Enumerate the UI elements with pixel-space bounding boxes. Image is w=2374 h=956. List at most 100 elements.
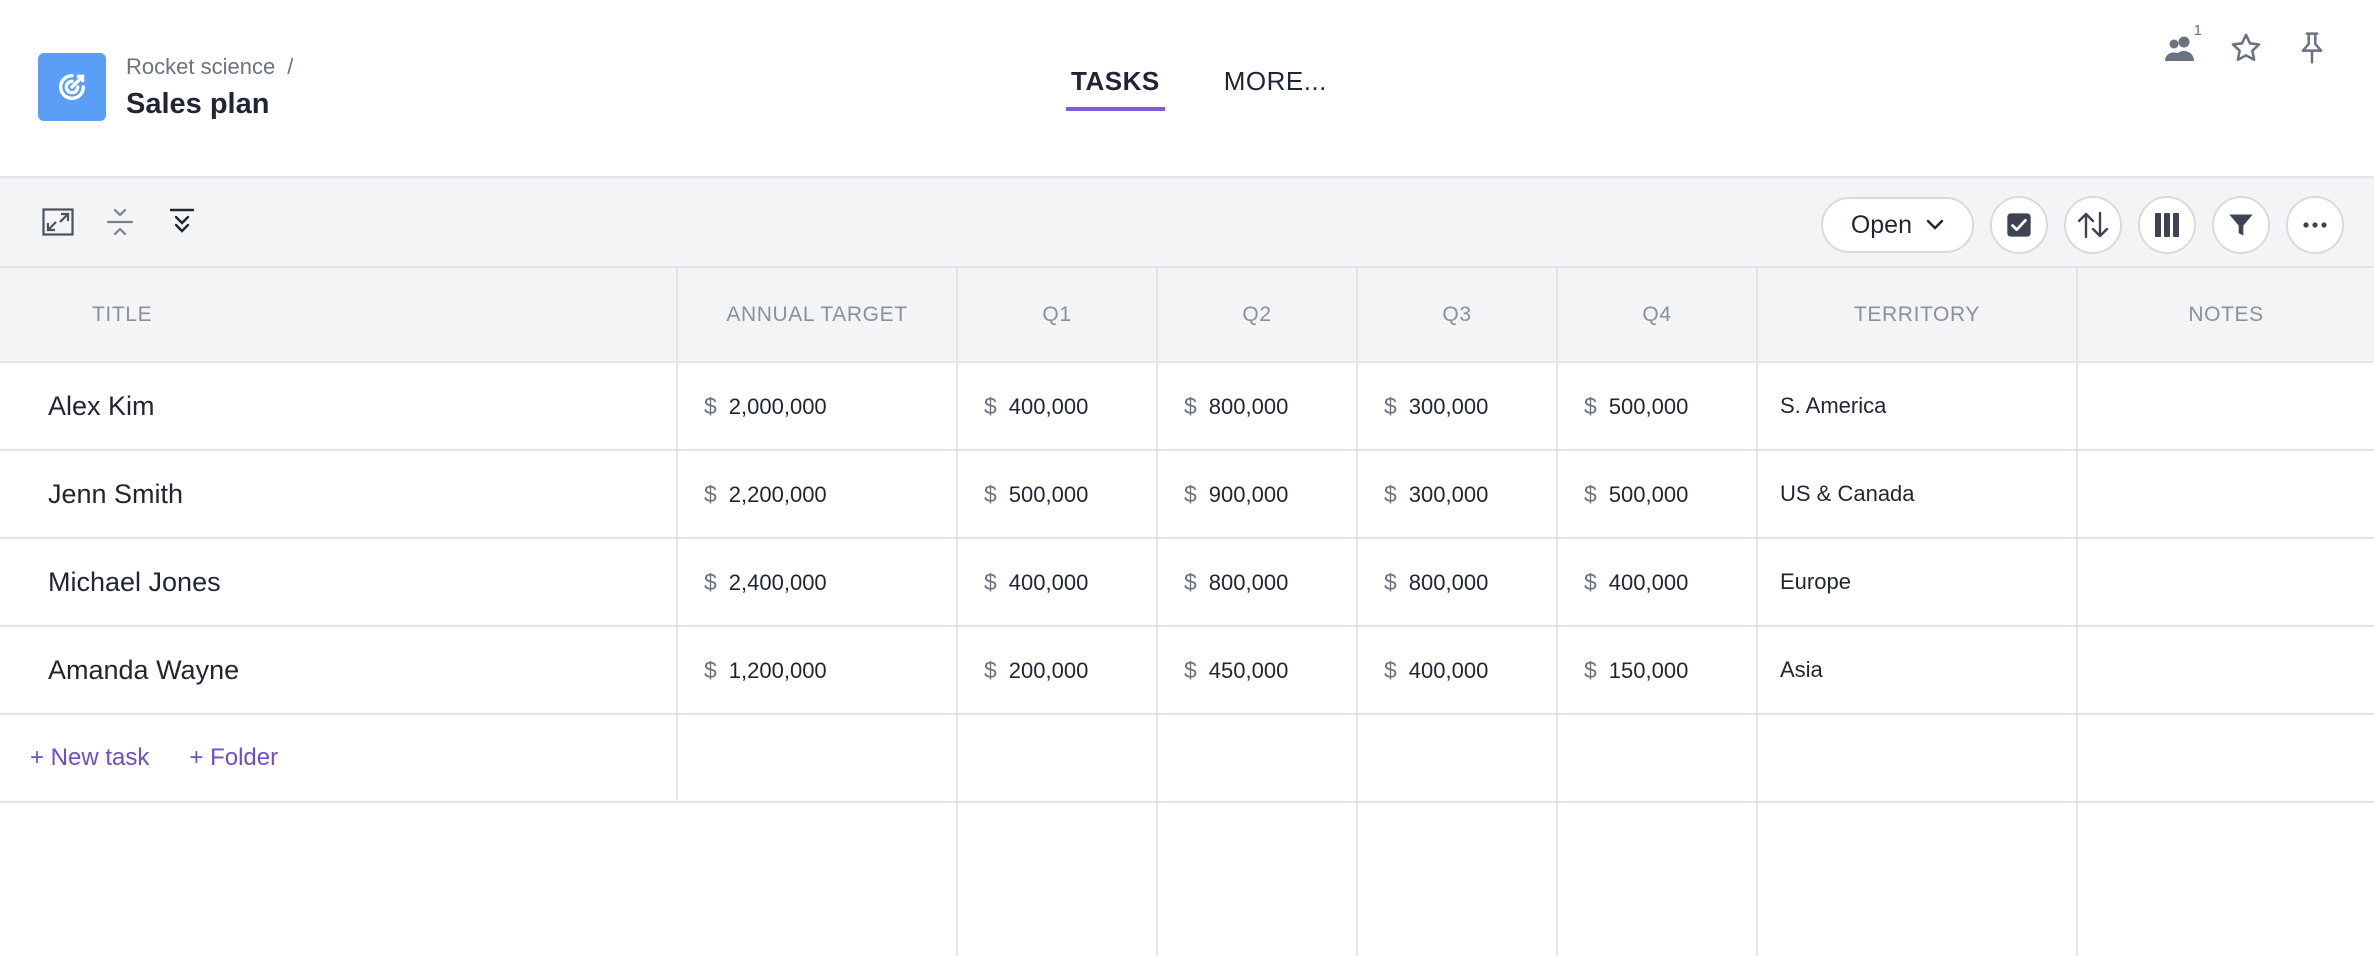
q4-cell[interactable]: $150,000 — [1557, 626, 1758, 715]
currency-symbol: $ — [704, 480, 717, 507]
cell-value: 150,000 — [1608, 657, 1689, 683]
q2-cell[interactable]: $800,000 — [1157, 362, 1358, 451]
table-row[interactable]: Amanda Wayne $1,200,000 $200,000 $450,00… — [0, 626, 2374, 715]
filter-button[interactable] — [2212, 196, 2270, 254]
column-header-q2[interactable]: Q2 — [1157, 268, 1358, 363]
empty-cell — [1557, 714, 1758, 803]
currency-symbol: $ — [1384, 392, 1397, 419]
q3-cell[interactable]: $300,000 — [1357, 450, 1558, 539]
territory-cell[interactable]: S. America — [1757, 362, 2078, 451]
columns-icon — [2155, 213, 2179, 237]
currency-symbol: $ — [984, 568, 997, 595]
q1-cell[interactable]: $500,000 — [957, 450, 1158, 539]
task-title[interactable]: Michael Jones — [0, 538, 678, 627]
q4-cell[interactable]: $400,000 — [1557, 538, 1758, 627]
status-filter-value: Open — [1850, 210, 1912, 239]
new-folder-link[interactable]: + Folder — [189, 744, 279, 771]
status-filter-select[interactable]: Open — [1820, 197, 1974, 253]
cell-value: 200,000 — [1008, 657, 1089, 683]
table-row[interactable]: Jenn Smith $2,200,000 $500,000 $900,000 … — [0, 450, 2374, 539]
tab-tasks[interactable]: TASKS — [1066, 66, 1165, 111]
tab-more[interactable]: MORE... — [1223, 66, 1327, 96]
breadcrumb-separator: / — [287, 54, 294, 79]
column-header-q1[interactable]: Q1 — [957, 268, 1158, 363]
table-row[interactable]: Alex Kim $2,000,000 $400,000 $800,000 $3… — [0, 362, 2374, 451]
columns-button[interactable] — [2138, 196, 2196, 254]
column-header-annual-target[interactable]: ANNUAL TARGET — [677, 268, 958, 363]
column-header-q4[interactable]: Q4 — [1557, 268, 1758, 363]
column-header-notes[interactable]: NOTES — [2077, 268, 2374, 363]
currency-symbol: $ — [984, 392, 997, 419]
annual-target-cell[interactable]: $2,200,000 — [677, 450, 958, 539]
column-header-q3[interactable]: Q3 — [1357, 268, 1558, 363]
members-button[interactable]: 1 — [2158, 22, 2202, 70]
checkbox-icon — [2007, 213, 2031, 237]
empty-cell — [1157, 714, 1358, 803]
new-task-link[interactable]: + New task — [30, 744, 150, 771]
q3-cell[interactable]: $300,000 — [1357, 362, 1558, 451]
more-options-button[interactable] — [2286, 196, 2344, 254]
annual-target-cell[interactable]: $1,200,000 — [677, 626, 958, 715]
empty-cell — [1357, 802, 1558, 956]
q1-cell[interactable]: $400,000 — [957, 362, 1158, 451]
q2-cell[interactable]: $900,000 — [1157, 450, 1358, 539]
currency-symbol: $ — [984, 480, 997, 507]
cell-value: 500,000 — [1008, 481, 1089, 507]
task-title[interactable]: Amanda Wayne — [0, 626, 678, 715]
cell-value: 400,000 — [1608, 569, 1689, 595]
q4-cell[interactable]: $500,000 — [1557, 450, 1758, 539]
currency-symbol: $ — [1184, 392, 1197, 419]
add-links-cell: + New task + Folder — [0, 714, 678, 803]
annual-target-cell[interactable]: $2,400,000 — [677, 538, 958, 627]
cell-value: 800,000 — [1408, 569, 1489, 595]
task-title[interactable]: Jenn Smith — [0, 450, 678, 539]
view-tabs: TASKS MORE... — [1066, 66, 1332, 111]
pin-button[interactable] — [2290, 26, 2334, 70]
cell-value: 1,200,000 — [728, 657, 827, 683]
cell-value: 2,400,000 — [728, 569, 827, 595]
territory-cell[interactable]: Europe — [1757, 538, 2078, 627]
cell-value: 800,000 — [1208, 569, 1289, 595]
checkbox-toggle-button[interactable] — [1990, 196, 2048, 254]
column-header-title[interactable]: TITLE — [0, 268, 678, 363]
empty-cell — [0, 802, 677, 956]
favorite-button[interactable] — [2224, 26, 2268, 70]
q2-cell[interactable]: $800,000 — [1157, 538, 1358, 627]
cell-value: 2,200,000 — [728, 481, 827, 507]
territory-cell[interactable]: Asia — [1757, 626, 2078, 715]
q3-cell[interactable]: $400,000 — [1357, 626, 1558, 715]
add-item-row: + New task + Folder — [0, 714, 2374, 803]
q2-cell[interactable]: $450,000 — [1157, 626, 1358, 715]
page-title: Sales plan — [126, 88, 270, 120]
currency-symbol: $ — [1384, 656, 1397, 683]
notes-cell[interactable] — [2077, 450, 2374, 539]
task-title[interactable]: Alex Kim — [0, 362, 678, 451]
header-actions: 1 — [2158, 22, 2334, 70]
table-row[interactable]: Michael Jones $2,400,000 $400,000 $800,0… — [0, 538, 2374, 627]
currency-symbol: $ — [1384, 480, 1397, 507]
target-icon[interactable] — [38, 53, 106, 121]
currency-symbol: $ — [1184, 480, 1197, 507]
currency-symbol: $ — [704, 568, 717, 595]
notes-cell[interactable] — [2077, 362, 2374, 451]
sort-button[interactable] — [2064, 196, 2122, 254]
q1-cell[interactable]: $200,000 — [957, 626, 1158, 715]
q3-cell[interactable]: $800,000 — [1357, 538, 1558, 627]
notes-cell[interactable] — [2077, 538, 2374, 627]
empty-cell — [677, 714, 958, 803]
expand-icon[interactable] — [38, 202, 78, 242]
column-header-territory[interactable]: TERRITORY — [1757, 268, 2078, 363]
expand-all-icon[interactable] — [162, 202, 202, 242]
empty-cell — [957, 802, 1158, 956]
collapse-rows-icon[interactable] — [100, 202, 140, 242]
sort-icon — [2077, 211, 2109, 239]
members-count-badge: 1 — [2193, 22, 2202, 39]
more-icon — [2303, 222, 2327, 228]
cell-value: 800,000 — [1208, 393, 1289, 419]
q4-cell[interactable]: $500,000 — [1557, 362, 1758, 451]
territory-cell[interactable]: US & Canada — [1757, 450, 2078, 539]
breadcrumb-link[interactable]: Rocket science — [126, 54, 276, 79]
annual-target-cell[interactable]: $2,000,000 — [677, 362, 958, 451]
notes-cell[interactable] — [2077, 626, 2374, 715]
q1-cell[interactable]: $400,000 — [957, 538, 1158, 627]
